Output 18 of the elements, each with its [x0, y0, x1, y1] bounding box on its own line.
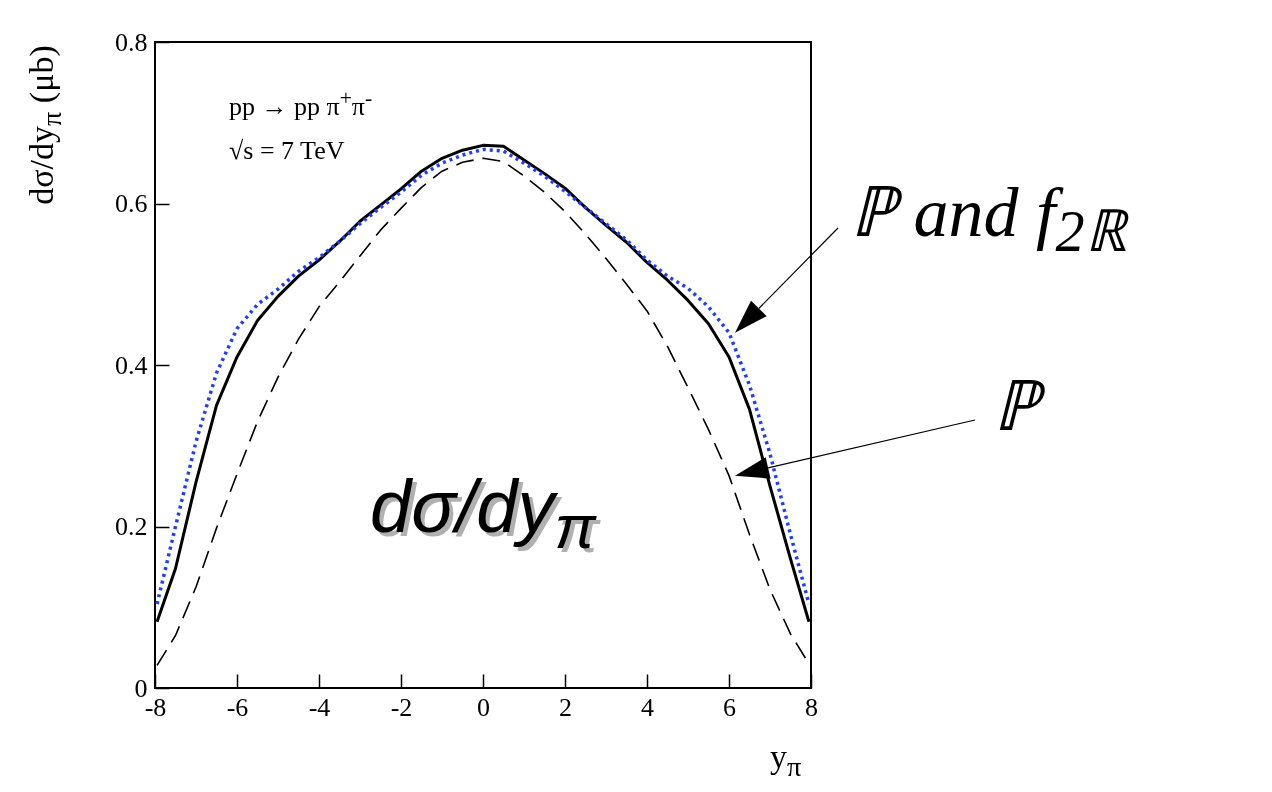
y-tick-label: 0.2	[115, 512, 148, 541]
x-tick-label: -2	[390, 692, 413, 722]
x-tick-label: 2	[559, 692, 572, 722]
series-label: ℙ and f$_{2ℝ}$	[850, 174, 1127, 264]
y-tick-label: 0.8	[115, 27, 148, 57]
x-tick-label: 4	[641, 692, 654, 722]
x-tick-label: -4	[308, 692, 331, 722]
annotation: √s = 7 TeV	[229, 136, 345, 165]
y-tick-label: 0.6	[115, 189, 148, 218]
annotation: dσ/dy$_{π}$	[370, 465, 596, 561]
x-axis-title: y$_{π}$	[770, 738, 802, 782]
x-tick-label: 6	[723, 692, 736, 722]
x-tick-label: 8	[805, 692, 818, 722]
x-tick-label: 0	[477, 692, 490, 722]
y-tick-label: 0	[134, 673, 148, 703]
y-tick-label: 0.4	[115, 350, 148, 380]
x-tick-label: -6	[226, 692, 249, 722]
annotation: pp → pp π$^{+}$π$^{-}$	[229, 86, 373, 121]
